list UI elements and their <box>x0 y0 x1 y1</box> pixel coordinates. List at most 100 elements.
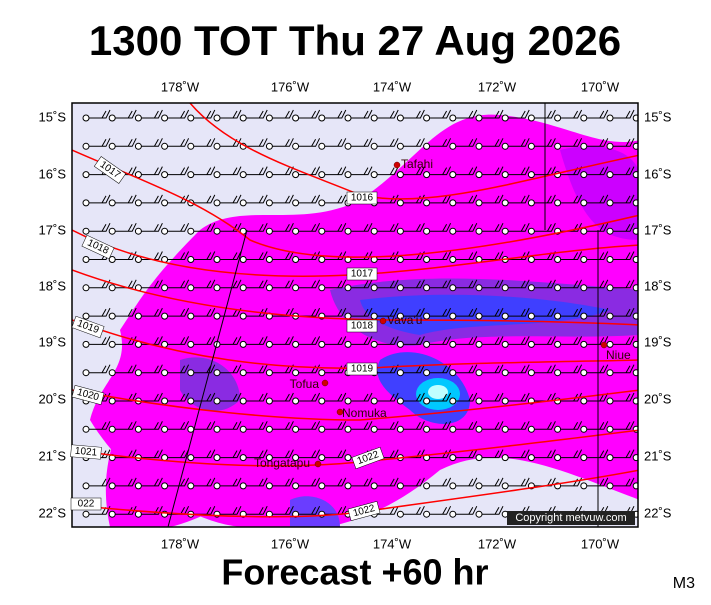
barb-station <box>449 114 457 122</box>
barb <box>167 336 190 345</box>
barb <box>403 138 425 147</box>
barb <box>89 421 111 430</box>
barb <box>298 194 321 204</box>
barb-station <box>580 340 588 348</box>
barb <box>220 449 242 459</box>
lon-label-top: 174˚W <box>373 79 412 94</box>
barb-station <box>449 454 457 462</box>
barb-station <box>239 256 247 263</box>
barb <box>115 421 137 430</box>
barb-station <box>396 142 404 150</box>
barb <box>167 364 190 374</box>
barb <box>455 138 478 147</box>
barb <box>167 138 190 147</box>
copyright-box <box>507 511 635 525</box>
barb-station <box>632 454 638 462</box>
barb <box>482 109 504 119</box>
lon-label-bottom: 176˚W <box>271 536 310 551</box>
barb-station <box>213 312 221 320</box>
barb <box>534 109 556 119</box>
lat-label-left: 17˚S <box>39 222 67 237</box>
barb <box>115 307 137 317</box>
barb-station <box>501 369 509 377</box>
barb-station <box>213 114 221 122</box>
barb-station <box>292 340 300 348</box>
barb-station <box>108 284 116 292</box>
barb-station <box>370 142 378 150</box>
lat-label-right: 21˚S <box>644 448 672 463</box>
barb <box>613 449 635 459</box>
barb <box>429 392 452 402</box>
barb-station <box>554 312 562 320</box>
barb <box>324 251 347 260</box>
barb <box>613 421 635 430</box>
barb <box>455 505 478 515</box>
barb-station <box>265 397 273 405</box>
barb <box>429 307 452 317</box>
barb-station <box>449 482 457 490</box>
barb <box>351 279 373 289</box>
barb-station <box>239 114 247 122</box>
barb <box>141 166 163 176</box>
barb-station <box>161 482 169 490</box>
lat-label-right: 17˚S <box>644 222 672 237</box>
barb <box>377 421 399 430</box>
barb <box>586 138 609 147</box>
barb <box>246 222 268 232</box>
barb <box>89 336 111 345</box>
barb-station <box>396 510 404 518</box>
barb <box>246 166 268 176</box>
barb <box>534 194 556 204</box>
barb-station <box>161 227 169 235</box>
barb-station <box>449 256 457 263</box>
barb <box>377 477 399 487</box>
barb <box>586 166 609 176</box>
barb <box>613 477 635 487</box>
barb-station <box>134 256 142 263</box>
barb <box>141 307 163 317</box>
barb <box>482 364 504 374</box>
place-label: Tongatapu <box>254 456 310 470</box>
place-label: Nomuka <box>342 406 387 420</box>
barb-station <box>370 482 378 490</box>
barb-station <box>239 340 247 348</box>
barb-station <box>475 454 483 462</box>
barb-station <box>134 199 142 207</box>
barb-station <box>344 312 352 320</box>
barb <box>324 477 347 487</box>
barb <box>141 251 163 260</box>
barb <box>482 194 504 204</box>
title: 1300 TOT Thu 27 Aug 2026 <box>89 17 621 64</box>
barb-station <box>370 171 378 179</box>
barb-station <box>501 482 509 490</box>
barb <box>220 364 242 374</box>
barb-station <box>423 142 431 150</box>
barb-station <box>292 256 300 263</box>
barb <box>534 138 556 147</box>
barb-station <box>606 142 614 150</box>
barb-station <box>213 227 221 235</box>
barb <box>324 307 347 317</box>
barb <box>193 336 216 345</box>
barb-station <box>580 397 588 405</box>
barb <box>298 477 321 487</box>
isobar-label: 022 <box>78 499 95 510</box>
barb-station <box>527 171 535 179</box>
barb <box>534 307 556 317</box>
barb <box>272 251 294 260</box>
barb <box>613 307 635 317</box>
barb-station <box>527 199 535 207</box>
barb <box>403 222 425 232</box>
grid-lines <box>167 103 599 528</box>
barb <box>639 138 660 146</box>
barb <box>351 222 373 232</box>
barb <box>377 392 399 402</box>
lat-label-left: 22˚S <box>39 505 67 520</box>
barb-station <box>606 425 614 433</box>
barb <box>403 364 425 374</box>
barb <box>508 449 530 459</box>
barb-station <box>475 340 483 348</box>
place-label: Tafahi <box>401 157 433 171</box>
barb <box>115 194 137 204</box>
barb-station <box>501 284 509 292</box>
